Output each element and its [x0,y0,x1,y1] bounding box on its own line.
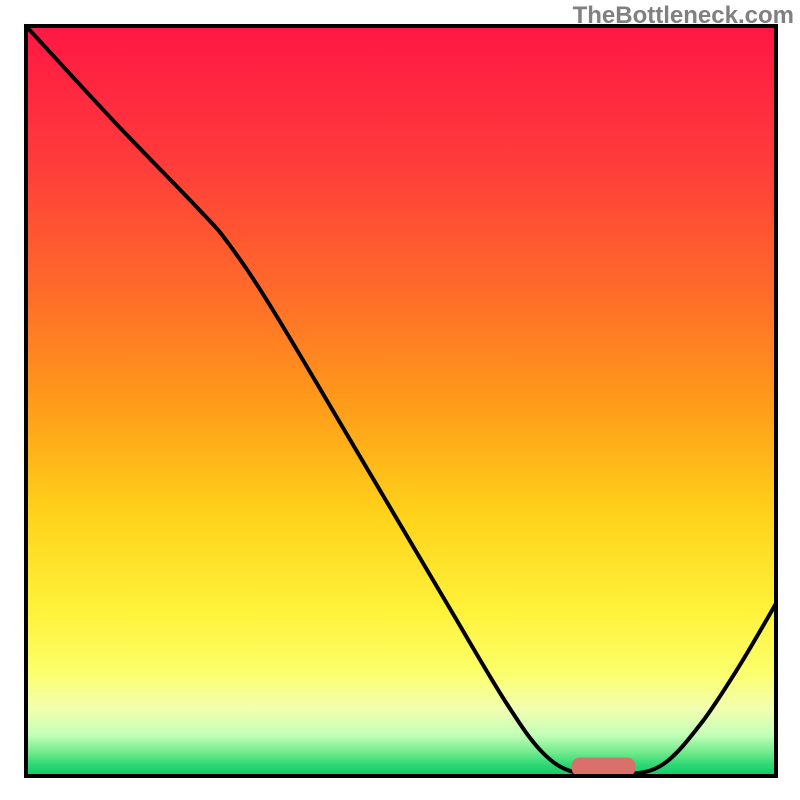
plot-background [26,26,776,776]
optimal-marker [572,758,636,777]
bottleneck-chart [0,0,800,800]
watermark-text: TheBottleneck.com [573,2,794,30]
chart-container: { "watermark": { "text": "TheBottleneck.… [0,0,800,800]
